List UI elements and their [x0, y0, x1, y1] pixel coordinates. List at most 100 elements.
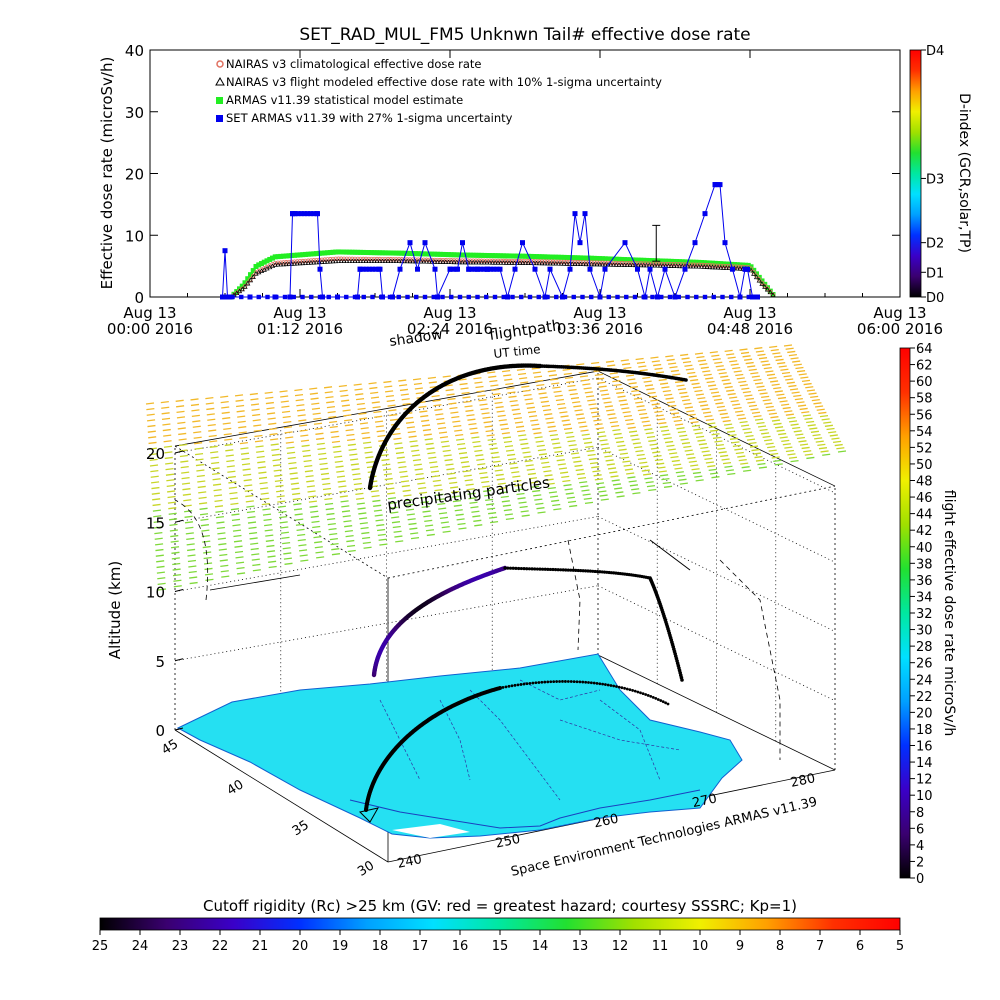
- set-armas-zero-point: [387, 294, 393, 300]
- particle-mark: [635, 401, 644, 404]
- particle-mark: [552, 442, 561, 445]
- particle-mark: [641, 420, 650, 423]
- particle-mark: [331, 553, 341, 556]
- set-armas-point: [357, 266, 363, 272]
- particle-mark: [815, 405, 824, 408]
- particle-mark: [718, 451, 727, 454]
- series-point: [322, 259, 328, 264]
- particle-mark: [662, 389, 671, 393]
- particle-mark: [265, 534, 274, 537]
- series-point: [663, 258, 669, 264]
- particle-mark: [586, 449, 595, 453]
- series-point: [239, 286, 245, 292]
- set-armas-line: [222, 184, 758, 299]
- particle-mark: [442, 530, 451, 533]
- particle-mark: [815, 440, 824, 443]
- particle-mark: [490, 451, 499, 455]
- particle-mark: [777, 362, 786, 365]
- particle-mark: [523, 393, 532, 397]
- series-point: [500, 260, 507, 265]
- series-point: [435, 257, 440, 263]
- latitude-tick-label: 45: [159, 737, 181, 758]
- particle-mark: [273, 469, 282, 472]
- series-point: [360, 258, 366, 264]
- series-point: [696, 264, 702, 269]
- particle-mark: [189, 576, 198, 579]
- particle-mark: [259, 482, 268, 485]
- particle-mark: [352, 473, 361, 476]
- series-point: [531, 260, 537, 266]
- series-point: [572, 261, 578, 266]
- set-armas-zero-point: [440, 294, 445, 300]
- particle-mark: [556, 402, 566, 406]
- particle-mark: [150, 475, 159, 478]
- particle-mark: [548, 374, 558, 377]
- dose-colorbar-tick-label: 54: [916, 425, 933, 440]
- series-point: [539, 259, 545, 264]
- particle-mark: [330, 430, 339, 434]
- particle-mark: [666, 444, 675, 447]
- particle-mark: [377, 434, 386, 438]
- particle-mark: [594, 423, 603, 426]
- particle-mark: [668, 362, 677, 365]
- set-armas-zero-point: [667, 294, 673, 300]
- particle-mark: [628, 430, 638, 433]
- particle-mark: [297, 533, 306, 537]
- particle-mark: [655, 371, 665, 374]
- particle-mark: [742, 427, 751, 431]
- particle-mark: [640, 465, 649, 468]
- particle-mark: [241, 463, 251, 466]
- series-point: [663, 261, 668, 267]
- series-point: [368, 258, 375, 264]
- particle-mark: [366, 461, 375, 464]
- series-point: [712, 264, 718, 270]
- particle-mark: [153, 526, 163, 529]
- particle-mark: [363, 546, 372, 549]
- particle-mark: [789, 388, 799, 391]
- particle-mark: [680, 395, 689, 398]
- particle-mark: [819, 415, 829, 418]
- particle-mark: [211, 461, 220, 465]
- altitude-path-point: [607, 570, 611, 575]
- particle-mark: [740, 462, 749, 465]
- series-point: [668, 258, 674, 264]
- particle-mark: [315, 551, 324, 554]
- rigidity-tick-label: 18: [372, 939, 389, 954]
- particle-mark: [788, 456, 798, 459]
- series-point: [377, 258, 383, 264]
- particle-mark: [249, 532, 258, 535]
- particle-mark: [216, 521, 225, 524]
- particle-mark: [298, 549, 308, 552]
- particle-mark: [739, 348, 748, 351]
- altitude-path-point: [503, 566, 507, 570]
- series-point: [644, 261, 649, 266]
- particle-mark: [148, 436, 157, 439]
- set-armas-point: [635, 266, 640, 272]
- particle-mark: [198, 491, 207, 494]
- particle-mark: [268, 422, 277, 425]
- particle-mark: [383, 473, 392, 476]
- particle-mark: [434, 408, 443, 411]
- series-point: [383, 256, 388, 262]
- particle-mark: [292, 497, 301, 501]
- particle-mark: [701, 450, 710, 453]
- particle-mark: [223, 433, 232, 436]
- series-point: [451, 259, 457, 265]
- particle-mark: [561, 419, 570, 422]
- particle-mark: [738, 417, 747, 420]
- particle-mark: [270, 438, 279, 441]
- set-armas-point: [491, 266, 497, 272]
- particle-mark: [796, 436, 805, 440]
- particle-mark: [313, 417, 322, 420]
- particle-mark: [762, 399, 771, 402]
- ground-track-point: [575, 680, 579, 684]
- set-armas-point: [742, 266, 748, 272]
- particle-mark: [624, 468, 633, 471]
- particle-mark: [235, 556, 244, 559]
- series-point: [723, 265, 729, 270]
- series-point: [666, 258, 671, 264]
- series-point: [325, 257, 330, 262]
- particle-mark: [335, 465, 344, 468]
- series-point: [446, 252, 451, 258]
